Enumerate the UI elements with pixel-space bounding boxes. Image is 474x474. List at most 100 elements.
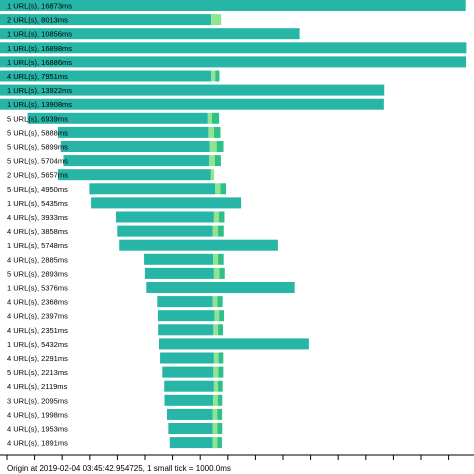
timeline-row: 2 URL(s), 5657ms	[7, 169, 215, 181]
timeline-row-label: 1 URL(s), 10856ms	[7, 30, 72, 39]
timeline-row: 5 URL(s), 4950ms	[7, 183, 227, 195]
timeline-row: 4 URL(s), 2397ms	[7, 310, 225, 322]
timeline-row: 1 URL(s), 16873ms	[0, 0, 466, 11]
timeline-bar	[166, 408, 213, 420]
timeline-row: 4 URL(s), 1891ms	[7, 437, 222, 449]
timeline-bar	[157, 296, 213, 308]
timeline-bar-segment	[209, 141, 217, 152]
timeline-bar-segment	[211, 14, 222, 26]
timeline-row: 5 URL(s), 2213ms	[7, 366, 224, 378]
timeline-row-label: 4 URL(s), 1998ms	[7, 410, 68, 419]
timeline-bar	[168, 423, 213, 434]
timeline-row: 2 URL(s), 8013ms	[0, 14, 222, 26]
timeline-row-label: 4 URL(s), 3933ms	[7, 213, 68, 222]
timeline-row: 4 URL(s), 2368ms	[7, 296, 223, 308]
timeline-bars: 1 URL(s), 16873ms 2 URL(s), 8013ms 1 URL(s…	[0, 0, 467, 449]
timeline-bar-segment	[213, 253, 219, 265]
timeline-row: 4 URL(s), 1998ms	[7, 408, 223, 420]
timeline-row-label: 4 URL(s), 2351ms	[7, 326, 68, 335]
timeline-row-label: 4 URL(s), 2397ms	[7, 312, 68, 321]
timeline-bar-segment	[218, 324, 224, 336]
timeline-row-label: 1 URL(s), 13908ms	[7, 100, 72, 109]
timeline-bar	[158, 338, 309, 350]
timeline-bar	[0, 28, 300, 40]
timeline-bar-segment	[207, 112, 212, 124]
timeline-row: 4 URL(s), 2291ms	[7, 352, 224, 364]
timeline-row: 4 URL(s), 3933ms	[7, 211, 225, 223]
timeline-bar-segment	[215, 70, 220, 82]
timeline-row: 1 URL(s), 16886ms	[0, 56, 467, 68]
timeline-bar-segment	[213, 267, 220, 279]
timeline-row-label: 5 URL(s), 4950ms	[7, 185, 68, 194]
timeline-bar-segment	[212, 408, 218, 420]
origin-footer-text: Origin at 2019-02-04 03:45:42.954725, 1 …	[7, 464, 231, 473]
time-axis-ticks	[6, 455, 450, 460]
timeline-bar	[158, 324, 214, 336]
timeline-bar	[144, 267, 214, 279]
timeline-bar	[60, 141, 210, 152]
timeline-bar	[160, 352, 214, 364]
timeline-bar-segment	[218, 366, 224, 378]
timeline-row-label: 4 URL(s), 2119ms	[7, 382, 68, 391]
timeline-row-label: 5 URL(s), 6939ms	[7, 114, 68, 123]
timeline-bar-segment	[212, 296, 218, 308]
timeline-row-label: 4 URL(s), 1891ms	[7, 439, 68, 448]
timeline-bar-segment	[219, 267, 225, 279]
timeline-bar-segment	[218, 352, 224, 364]
timeline-bar-segment	[218, 225, 224, 237]
timeline-row: 5 URL(s), 6939ms	[7, 112, 220, 124]
timeline-row: 1 URL(s), 5376ms	[7, 282, 295, 293]
timeline-row-label: 5 URL(s), 5899ms	[7, 143, 68, 152]
timeline-row-label: 5 URL(s), 2213ms	[7, 368, 68, 377]
timeline-bar	[63, 155, 210, 167]
timeline-bar-segment	[212, 423, 218, 434]
timeline-bar-segment	[213, 394, 218, 406]
timeline-bar	[0, 56, 467, 68]
timeline-bar	[162, 366, 214, 378]
timeline-bar-segment	[217, 423, 223, 434]
timeline-bar-segment	[218, 211, 225, 223]
timeline-bar	[27, 112, 208, 124]
timeline-bar	[0, 98, 384, 110]
timeline-row-label: 1 URL(s), 5748ms	[7, 241, 68, 250]
timeline-bar	[0, 70, 212, 82]
timeline-row-label: 1 URL(s), 5435ms	[7, 199, 68, 208]
timeline-bar-segment	[217, 296, 223, 308]
timeline-row-label: 4 URL(s), 2368ms	[7, 298, 68, 307]
timeline-row-label: 2 URL(s), 5657ms	[7, 171, 68, 180]
timeline-row: 1 URL(s), 13908ms	[0, 98, 384, 110]
timeline-bar	[89, 183, 215, 195]
timeline-bar-segment	[218, 380, 223, 392]
timeline-row: 5 URL(s), 5899ms	[7, 141, 224, 152]
timeline-bar-segment	[214, 310, 220, 322]
timeline-bar-segment	[212, 437, 218, 449]
timeline-bar-segment	[212, 225, 219, 237]
timeline-row-label: 1 URL(s), 5432ms	[7, 340, 68, 349]
timeline-bar	[91, 197, 242, 209]
timeline-row: 1 URL(s), 5435ms	[7, 197, 242, 209]
timeline-bar	[0, 84, 385, 96]
timeline-bar	[119, 239, 278, 251]
timeline-row: 1 URL(s), 5432ms	[7, 338, 309, 350]
timeline-bar-segment	[213, 352, 219, 364]
timeline-row-label: 2 URL(s), 8013ms	[7, 16, 68, 25]
timeline-bar-segment	[211, 70, 216, 82]
timeline-row: 5 URL(s), 5704ms	[7, 155, 221, 167]
timeline-bar	[57, 126, 209, 138]
timeline-row: 1 URL(s), 5748ms	[7, 239, 278, 251]
timeline-row: 4 URL(s), 2885ms	[7, 253, 224, 265]
timeline-row-label: 5 URL(s), 5704ms	[7, 157, 68, 166]
timeline-bar	[117, 225, 213, 237]
timeline-bar-segment	[217, 394, 223, 406]
timeline-row-label: 1 URL(s), 16886ms	[7, 58, 72, 67]
timeline-row-label: 5 URL(s), 2893ms	[7, 269, 68, 278]
timeline-row-label: 4 URL(s), 7951ms	[7, 72, 68, 81]
timeline-bar-segment	[219, 310, 225, 322]
timeline-bar	[164, 394, 214, 406]
timeline-bar	[164, 380, 214, 392]
timeline-row: 1 URL(s), 10856ms	[0, 28, 300, 40]
timeline-bar	[146, 282, 295, 293]
timeline-row: 5 URL(s), 5888ms	[7, 126, 221, 138]
timeline-row-label: 4 URL(s), 2885ms	[7, 255, 68, 264]
